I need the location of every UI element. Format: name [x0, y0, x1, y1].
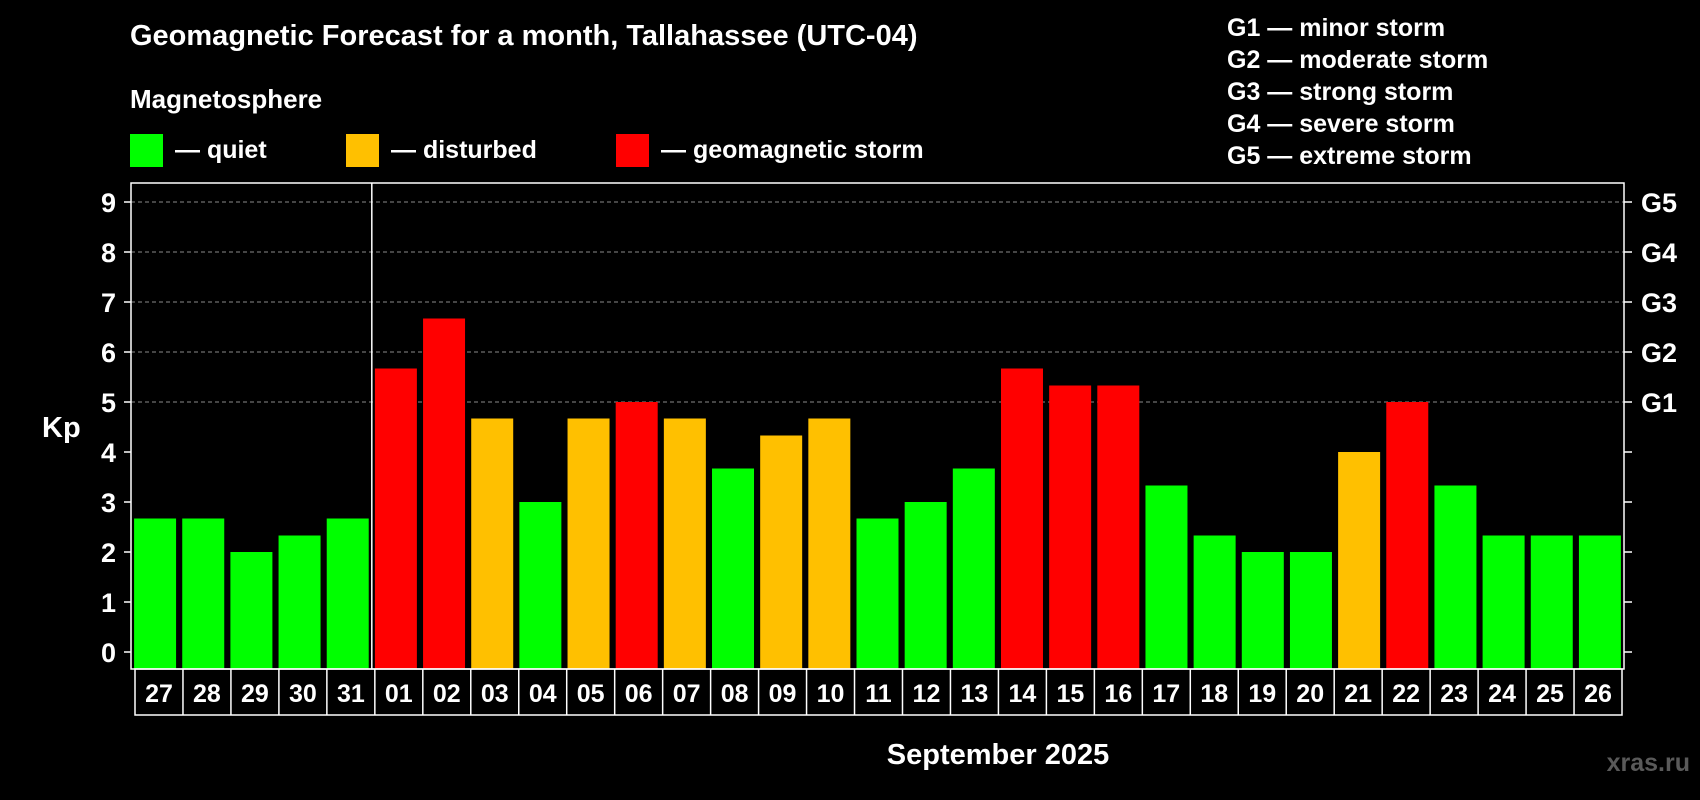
- bar-01: [374, 368, 417, 669]
- x-tick-label-07: 07: [673, 680, 701, 708]
- x-tick-label-14: 14: [1008, 680, 1036, 708]
- x-tick-label-12: 12: [913, 680, 941, 708]
- bar-14: [1000, 368, 1043, 669]
- bar-04: [519, 502, 562, 669]
- right-axis-label-g5: G5: [1641, 188, 1677, 218]
- bar-05: [567, 418, 610, 669]
- bar-09: [760, 435, 803, 669]
- bar-30: [278, 535, 321, 669]
- x-tick-label-11: 11: [865, 680, 892, 708]
- g-scale-legend: G1 — minor storm G2 — moderate storm G3 …: [1227, 12, 1488, 172]
- bar-24: [1482, 535, 1525, 669]
- x-tick-label-08: 08: [721, 680, 749, 708]
- right-axis-label-g2: G2: [1641, 338, 1677, 368]
- bar-11: [856, 518, 899, 669]
- x-tick-label-02: 02: [433, 680, 461, 708]
- x-tick-label-23: 23: [1440, 680, 1468, 708]
- chart-title: Geomagnetic Forecast for a month, Tallah…: [130, 20, 918, 52]
- y-tick-label: 7: [101, 288, 116, 318]
- bar-18: [1193, 535, 1236, 669]
- x-tick-label-01: 01: [385, 680, 413, 708]
- y-tick-label: 2: [101, 538, 116, 568]
- x-tick-label-13: 13: [961, 680, 989, 708]
- bar-26: [1578, 535, 1621, 669]
- legend-swatch-disturbed: [346, 133, 379, 167]
- g-scale-g5: G5 — extreme storm: [1227, 142, 1472, 170]
- legend-swatch-storm: [616, 133, 649, 167]
- x-tick-label-22: 22: [1392, 680, 1420, 708]
- legend-item-storm: — geomagnetic storm: [616, 132, 924, 168]
- x-tick-label-28: 28: [193, 680, 221, 708]
- legend-label-quiet: — quiet: [175, 135, 267, 164]
- g-scale-g1: G1 — minor storm: [1227, 14, 1446, 42]
- g-scale-g2: G2 — moderate storm: [1227, 46, 1489, 74]
- x-tick-label-30: 30: [289, 680, 317, 708]
- x-axis-label: September 2025: [887, 739, 1109, 771]
- y-tick-label: 3: [101, 488, 116, 518]
- right-axis-label-g4: G4: [1641, 238, 1677, 268]
- bar-12: [904, 502, 947, 669]
- y-tick-label: 5: [101, 388, 116, 418]
- x-tick-label-17: 17: [1152, 680, 1180, 708]
- bar-21: [1338, 452, 1381, 669]
- bar-31: [326, 518, 369, 669]
- x-tick-label-21: 21: [1344, 680, 1372, 708]
- bar-13: [952, 468, 995, 669]
- x-tick-label-20: 20: [1296, 680, 1324, 708]
- legend-label-storm: — geomagnetic storm: [661, 135, 924, 164]
- x-tick-label-19: 19: [1248, 680, 1276, 708]
- bar-23: [1434, 485, 1477, 669]
- bar-06: [615, 402, 658, 669]
- y-tick-label: 0: [101, 638, 116, 668]
- y-axis-label: Kp: [42, 412, 81, 444]
- y-tick-label: 9: [101, 188, 116, 218]
- x-tick-label-03: 03: [481, 680, 509, 708]
- y-tick-label: 4: [101, 438, 116, 468]
- bar-28: [182, 518, 225, 669]
- x-tick-label-27: 27: [145, 680, 173, 708]
- y-tick-label: 1: [101, 588, 116, 618]
- x-tick-label-04: 04: [529, 680, 557, 708]
- legend-label-disturbed: — disturbed: [391, 135, 537, 164]
- x-tick-label-16: 16: [1104, 680, 1132, 708]
- bar-07: [663, 418, 706, 669]
- y-tick-label: 8: [101, 238, 116, 268]
- bar-29: [230, 552, 273, 669]
- bar-03: [471, 418, 514, 669]
- x-tick-label-10: 10: [817, 680, 845, 708]
- x-label-strip: [134, 668, 1623, 716]
- g-scale-g3: G3 — strong storm: [1227, 78, 1454, 106]
- bar-02: [423, 318, 466, 669]
- x-tick-label-09: 09: [769, 680, 797, 708]
- x-tick-label-31: 31: [337, 680, 365, 708]
- watermark: xras.ru: [1606, 749, 1690, 777]
- bar-19: [1241, 552, 1284, 669]
- legend-swatch-quiet: [130, 133, 163, 167]
- legend-title: Magnetosphere: [130, 84, 323, 114]
- bar-16: [1097, 385, 1140, 669]
- right-axis-label-g1: G1: [1641, 388, 1677, 418]
- bar-25: [1530, 535, 1573, 669]
- x-tick-label-25: 25: [1536, 680, 1564, 708]
- bar-27: [134, 518, 177, 669]
- y-tick-label: 6: [101, 338, 116, 368]
- x-tick-label-24: 24: [1488, 680, 1516, 708]
- bar-22: [1386, 402, 1429, 669]
- x-tick-label-05: 05: [577, 680, 605, 708]
- bar-08: [712, 468, 755, 669]
- x-tick-label-29: 29: [241, 680, 269, 708]
- x-tick-label-18: 18: [1200, 680, 1228, 708]
- legend-item-disturbed: — disturbed: [346, 132, 537, 168]
- x-tick-label-06: 06: [625, 680, 653, 708]
- bar-10: [808, 418, 851, 669]
- bar-17: [1145, 485, 1188, 669]
- legend-item-quiet: — quiet: [130, 132, 267, 168]
- x-tick-label-26: 26: [1584, 680, 1612, 708]
- x-tick-label-15: 15: [1056, 680, 1084, 708]
- right-axis-label-g3: G3: [1641, 288, 1677, 318]
- bar-20: [1289, 552, 1332, 669]
- bar-15: [1049, 385, 1092, 669]
- g-scale-g4: G4 — severe storm: [1227, 110, 1455, 138]
